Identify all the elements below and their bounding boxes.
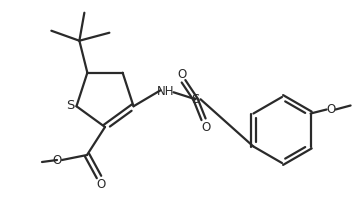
- Text: O: O: [177, 68, 186, 81]
- Text: O: O: [96, 178, 105, 192]
- Text: O: O: [201, 121, 210, 134]
- Text: NH: NH: [157, 85, 174, 98]
- Text: O: O: [52, 154, 62, 166]
- Text: S: S: [192, 93, 200, 106]
- Text: O: O: [326, 103, 335, 116]
- Text: S: S: [66, 99, 75, 112]
